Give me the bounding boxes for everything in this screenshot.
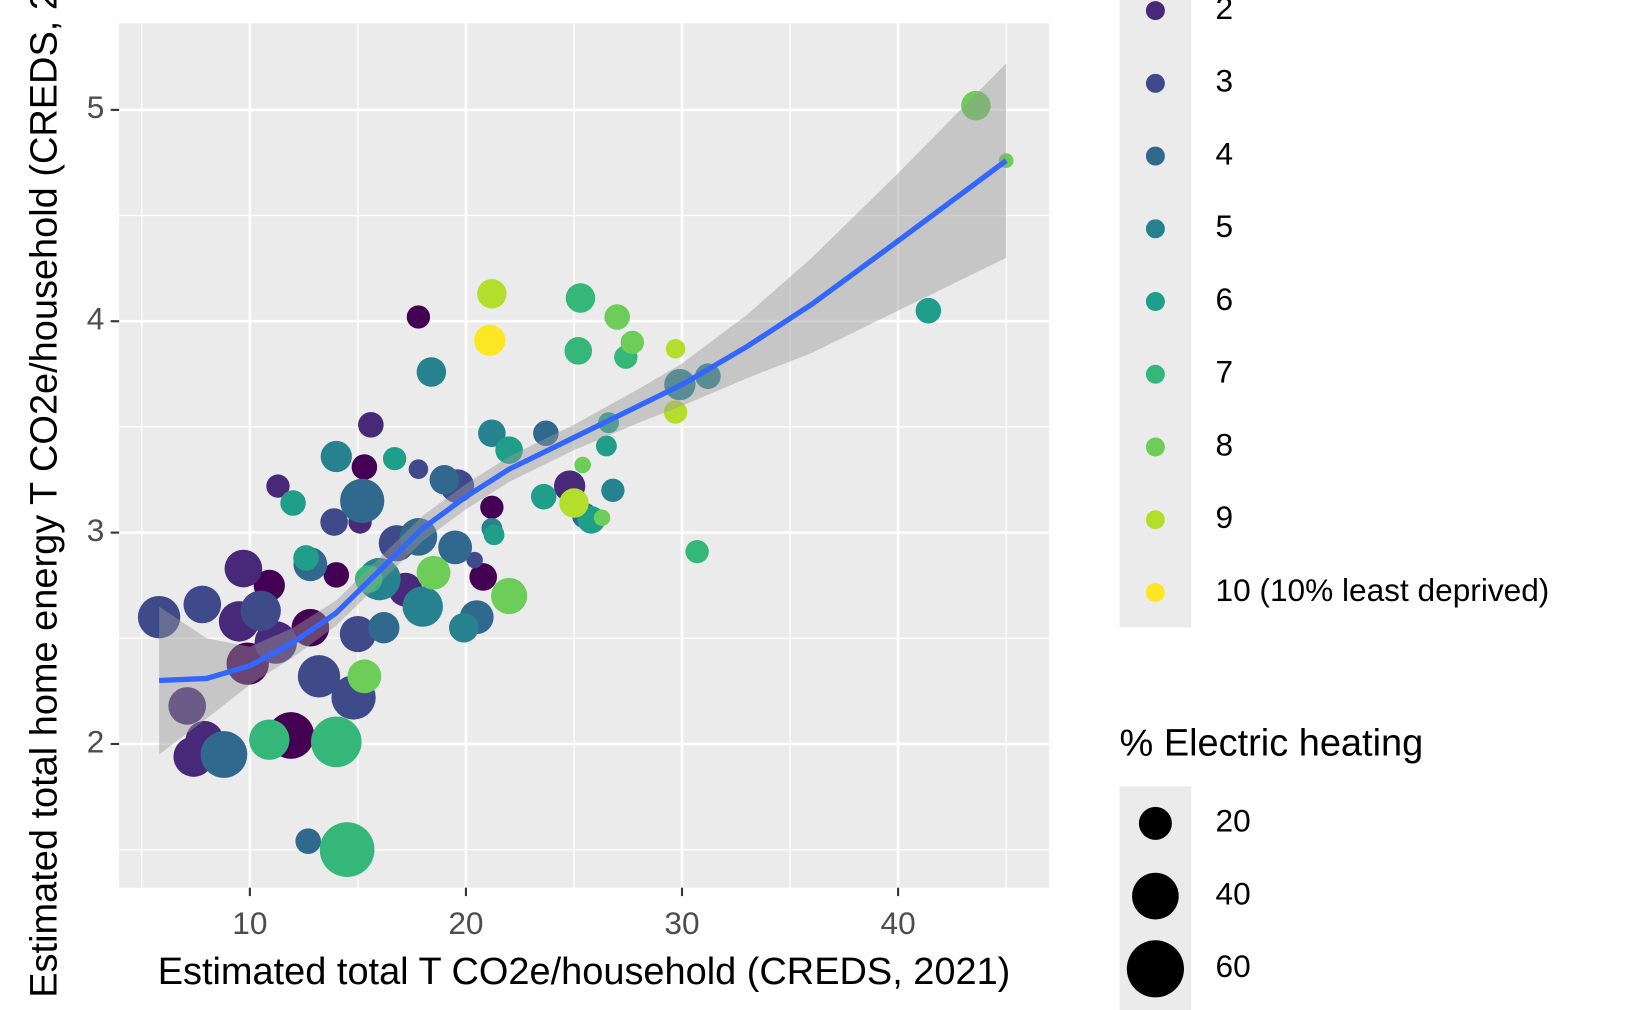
- point: [665, 338, 686, 359]
- x-tick-label: 20: [448, 905, 483, 941]
- point: [295, 828, 321, 854]
- point: [593, 509, 611, 527]
- legend-label: 2: [1215, 0, 1233, 26]
- size-legend-key: [1138, 806, 1172, 840]
- point: [240, 590, 281, 632]
- point: [491, 577, 528, 615]
- point: [339, 615, 376, 653]
- legend-key: [1145, 146, 1165, 166]
- size-legend-key: [1132, 872, 1179, 920]
- point: [368, 612, 400, 644]
- x-tick-label: 10: [232, 905, 267, 941]
- size-legend-key: [1126, 940, 1184, 998]
- point: [254, 621, 297, 664]
- point: [293, 545, 319, 571]
- point: [565, 283, 596, 313]
- plot-panel: [119, 23, 1049, 888]
- point: [685, 539, 709, 564]
- legend-key: [1145, 364, 1165, 384]
- point: [495, 436, 523, 464]
- y-tick-label: 3: [87, 512, 105, 548]
- x-tick-label: 30: [664, 905, 699, 941]
- point: [477, 279, 507, 309]
- point: [574, 456, 591, 474]
- legend-key: [1145, 1, 1165, 21]
- point: [137, 595, 181, 639]
- point: [224, 549, 263, 588]
- legend-key: [1145, 219, 1165, 239]
- point: [406, 305, 431, 329]
- point: [530, 483, 557, 510]
- point: [183, 585, 222, 624]
- legend-key-background: [1119, 0, 1192, 628]
- point: [351, 454, 378, 480]
- point: [347, 659, 382, 694]
- legend-key: [1145, 292, 1165, 312]
- legend-label: 7: [1215, 354, 1233, 390]
- point: [469, 563, 498, 591]
- point: [961, 90, 991, 121]
- legend-label: 9: [1215, 499, 1233, 535]
- trend-line: [158, 158, 1008, 684]
- x-tick-label: 40: [881, 905, 916, 941]
- point: [382, 446, 407, 471]
- point: [416, 555, 451, 590]
- point: [595, 435, 617, 457]
- legend-key: [1145, 73, 1165, 93]
- point: [533, 420, 559, 447]
- point: [266, 474, 290, 498]
- point: [483, 524, 505, 546]
- size-legend-title: % Electric heating: [1120, 722, 1424, 764]
- point: [915, 297, 942, 324]
- legend-label: 6: [1215, 281, 1233, 317]
- point: [310, 716, 362, 768]
- point: [320, 440, 352, 473]
- point: [402, 586, 443, 627]
- y-tick-label: 2: [87, 723, 105, 759]
- point: [480, 495, 504, 519]
- legend-key: [1145, 437, 1165, 457]
- point: [358, 412, 384, 438]
- point: [620, 330, 644, 355]
- point: [604, 304, 630, 330]
- point: [297, 655, 341, 698]
- point: [695, 363, 721, 389]
- legend-label: 3: [1215, 63, 1233, 99]
- point: [319, 822, 375, 877]
- y-tick-label: 4: [87, 301, 105, 337]
- legend-label: 8: [1215, 426, 1233, 462]
- point: [408, 459, 429, 479]
- size-legend-label: 40: [1215, 875, 1250, 911]
- legend-label: 4: [1215, 135, 1233, 171]
- point: [320, 508, 348, 536]
- size-legend-label: 20: [1215, 803, 1250, 839]
- point: [438, 530, 473, 565]
- x-axis-label: Estimated total T CO2e/household (CREDS,…: [158, 951, 1011, 993]
- point: [449, 612, 479, 643]
- size-legend-label: 60: [1215, 948, 1250, 984]
- point: [564, 337, 593, 365]
- point: [466, 551, 483, 569]
- point: [474, 324, 506, 356]
- point: [429, 464, 460, 495]
- point: [601, 478, 625, 502]
- legend-label: 10 (10% least deprived): [1215, 572, 1549, 608]
- y-tick-label: 5: [87, 89, 105, 125]
- point: [416, 357, 447, 387]
- legend-label: 5: [1215, 208, 1233, 244]
- legend-key: [1145, 583, 1165, 602]
- point: [200, 731, 248, 778]
- legend-key: [1145, 510, 1165, 530]
- point: [559, 488, 589, 518]
- point: [168, 687, 207, 725]
- y-axis-label: Estimated total home energy T CO2e/house…: [23, 0, 65, 998]
- point: [280, 490, 306, 516]
- point: [340, 478, 385, 524]
- point: [323, 562, 350, 588]
- point: [663, 400, 688, 424]
- point: [249, 719, 290, 760]
- point: [478, 419, 506, 448]
